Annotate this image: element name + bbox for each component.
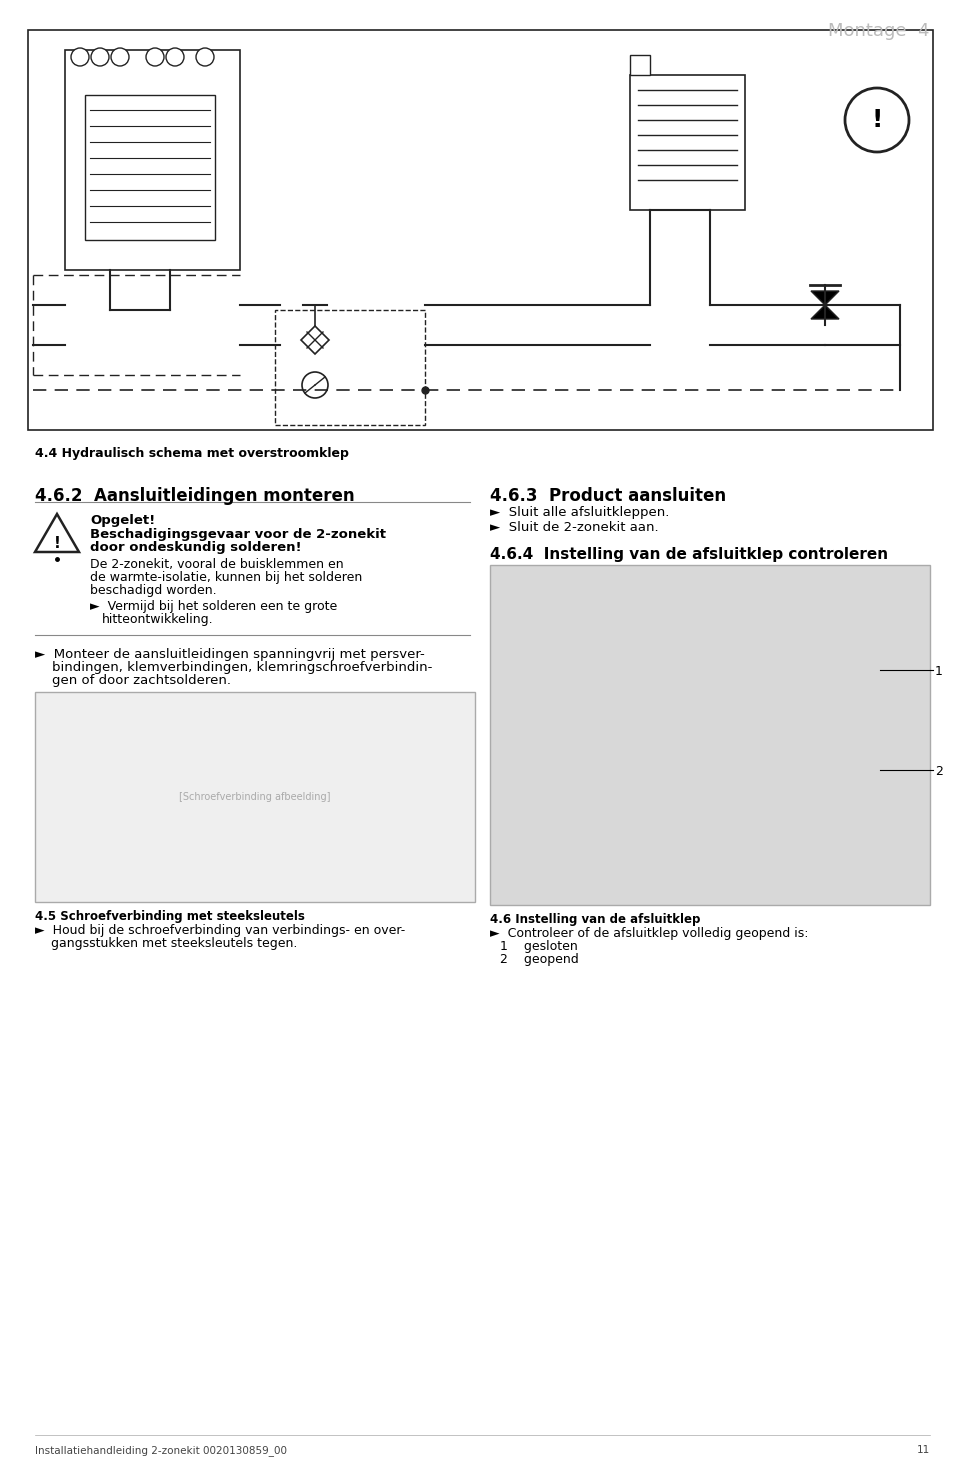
Text: Installatiehandleiding 2-zonekit 0020130859_00: Installatiehandleiding 2-zonekit 0020130… <box>35 1445 287 1456</box>
Text: gen of door zachtsolderen.: gen of door zachtsolderen. <box>35 675 231 688</box>
Text: hitteontwikkeling.: hitteontwikkeling. <box>102 613 214 626</box>
Text: de warmte-isolatie, kunnen bij het solderen: de warmte-isolatie, kunnen bij het solde… <box>90 571 362 584</box>
Text: ►  Controleer of de afsluitklep volledig geopend is:: ► Controleer of de afsluitklep volledig … <box>490 927 808 940</box>
Text: 11: 11 <box>917 1445 930 1456</box>
Text: beschadigd worden.: beschadigd worden. <box>90 584 217 597</box>
Text: !: ! <box>872 108 882 131</box>
Text: 1    gesloten: 1 gesloten <box>500 940 578 953</box>
Text: ►  Sluit alle afsluitkleppen.: ► Sluit alle afsluitkleppen. <box>490 507 669 518</box>
Bar <box>275 310 425 425</box>
Bar <box>630 55 650 74</box>
Bar <box>85 95 215 239</box>
Text: ►  Monteer de aansluitleidingen spanningvrij met persver-: ► Monteer de aansluitleidingen spanningv… <box>35 648 424 661</box>
Polygon shape <box>301 326 329 353</box>
Bar <box>35 692 475 902</box>
Circle shape <box>302 372 328 399</box>
Text: [Schroefverbinding afbeelding]: [Schroefverbinding afbeelding] <box>180 791 331 802</box>
Text: gangsstukken met steeksleutels tegen.: gangsstukken met steeksleutels tegen. <box>35 937 298 950</box>
Circle shape <box>71 48 89 66</box>
Bar <box>65 50 240 270</box>
Text: Beschadigingsgevaar voor de 2-zonekit: Beschadigingsgevaar voor de 2-zonekit <box>90 529 386 542</box>
Polygon shape <box>35 514 79 552</box>
Polygon shape <box>811 291 839 305</box>
Circle shape <box>146 48 164 66</box>
Text: 4.6.4  Instelling van de afsluitklep controleren: 4.6.4 Instelling van de afsluitklep cont… <box>490 548 888 562</box>
Text: De 2-zonekit, vooral de buisklemmen en: De 2-zonekit, vooral de buisklemmen en <box>90 558 344 571</box>
Text: 4.6 Instelling van de afsluitklep: 4.6 Instelling van de afsluitklep <box>490 912 701 926</box>
Text: 2: 2 <box>935 765 943 778</box>
Text: 2    geopend: 2 geopend <box>500 953 579 967</box>
Text: ►  Vermijd bij het solderen een te grote: ► Vermijd bij het solderen een te grote <box>90 600 337 613</box>
Text: Montage  4: Montage 4 <box>828 22 930 39</box>
Circle shape <box>166 48 184 66</box>
Circle shape <box>196 48 214 66</box>
Circle shape <box>111 48 129 66</box>
Bar <box>28 31 933 431</box>
Polygon shape <box>811 305 839 318</box>
Text: bindingen, klemverbindingen, klemringschroefverbindin-: bindingen, klemverbindingen, klemringsch… <box>35 661 432 675</box>
Text: ►  Sluit de 2-zonekit aan.: ► Sluit de 2-zonekit aan. <box>490 521 659 534</box>
Text: 4.6.2  Aansluitleidingen monteren: 4.6.2 Aansluitleidingen monteren <box>35 488 354 505</box>
Text: ►  Houd bij de schroefverbinding van verbindings- en over-: ► Houd bij de schroefverbinding van verb… <box>35 924 405 937</box>
Text: 1: 1 <box>935 664 943 677</box>
Text: 4.4 Hydraulisch schema met overstroomklep: 4.4 Hydraulisch schema met overstroomkle… <box>35 447 348 460</box>
Text: Opgelet!: Opgelet! <box>90 514 156 527</box>
Text: 4.6.3  Product aansluiten: 4.6.3 Product aansluiten <box>490 488 726 505</box>
Bar <box>490 565 930 905</box>
Text: 4.5 Schroefverbinding met steeksleutels: 4.5 Schroefverbinding met steeksleutels <box>35 910 305 923</box>
Bar <box>630 74 745 210</box>
Text: door ondeskundig solderen!: door ondeskundig solderen! <box>90 542 301 553</box>
Circle shape <box>91 48 109 66</box>
Text: !: ! <box>54 536 60 552</box>
Circle shape <box>845 88 909 152</box>
